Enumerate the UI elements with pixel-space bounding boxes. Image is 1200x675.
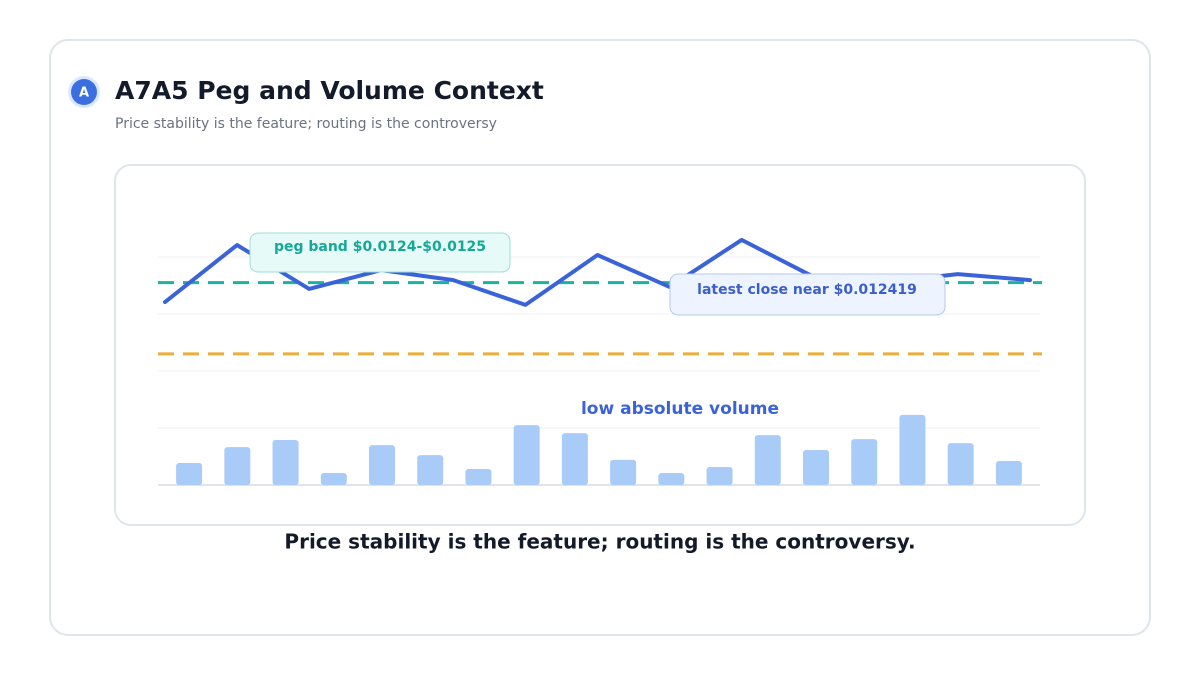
bar [706, 467, 733, 485]
bar [899, 414, 926, 485]
annotation: latest close near $0.012419 [697, 282, 917, 298]
bar [272, 439, 299, 485]
bar [803, 449, 829, 485]
bar [754, 435, 781, 485]
annotation: low absolute volume [581, 399, 779, 419]
title: A7A5 Peg and Volume Context [115, 76, 544, 105]
bar [851, 439, 878, 485]
caption: Price stability is the feature; routing … [284, 530, 915, 554]
annotations: peg band $0.0124-$0.0125 latest close ne… [249, 232, 946, 419]
annotation: peg band $0.0124-$0.0125 [274, 239, 486, 255]
bar [369, 445, 395, 485]
bar [176, 463, 203, 485]
bar [513, 425, 540, 485]
bar [561, 433, 588, 485]
bar [465, 469, 492, 485]
bar [417, 455, 444, 485]
badge [71, 79, 97, 105]
bar [320, 473, 347, 485]
bar [658, 473, 685, 485]
annotation-box [669, 273, 946, 316]
bar [610, 459, 637, 485]
bar [995, 461, 1022, 485]
subtitle: Price stability is the feature; routing … [115, 116, 497, 132]
bar [947, 443, 974, 485]
annotation-box [249, 232, 511, 273]
badge-text: A [79, 86, 89, 101]
chart-card [114, 164, 1086, 526]
bar [224, 447, 251, 485]
